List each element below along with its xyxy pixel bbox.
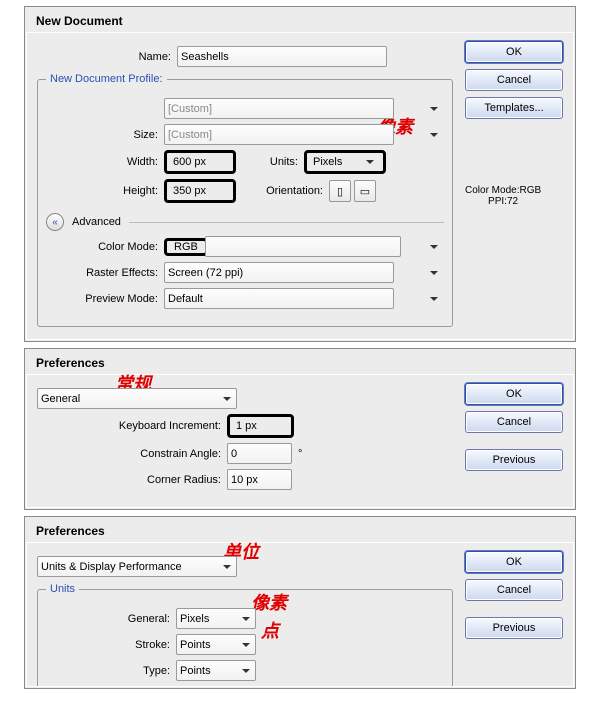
units-label: Units: (254, 156, 304, 168)
advanced-toggle-icon[interactable]: « (46, 213, 64, 231)
dialog-title: New Document (26, 8, 574, 32)
raster-select[interactable]: Screen (72 ppi) (164, 262, 394, 283)
ok-button[interactable]: OK (465, 383, 563, 405)
section-select[interactable]: General (37, 388, 237, 409)
new-document-dialog: New Document 像素 Name: New Document Profi… (24, 6, 576, 342)
type-select[interactable]: Points (176, 660, 256, 681)
units-select[interactable]: Pixels (310, 153, 380, 171)
orientation-landscape-icon[interactable]: ▭ (354, 180, 376, 202)
type-label: Type: (46, 665, 176, 677)
ki-label: Keyboard Increment: (37, 420, 227, 432)
cr-label: Corner Radius: (37, 474, 227, 486)
info-text: Color Mode:RGB PPI:72 (465, 185, 541, 207)
stroke-label: Stroke: (46, 639, 176, 651)
profile-legend: New Document Profile: (46, 73, 167, 85)
size-label: Size: (46, 129, 164, 141)
units-fieldset: Units General: Pixels Stroke: Points Typ… (37, 583, 453, 686)
previous-button[interactable]: Previous (465, 617, 563, 639)
colormode-label: Color Mode: (46, 241, 164, 253)
height-input[interactable] (170, 182, 230, 200)
width-input[interactable] (170, 153, 230, 171)
preview-label: Preview Mode: (46, 293, 164, 305)
units-legend: Units (46, 583, 79, 595)
cancel-button[interactable]: Cancel (465, 411, 563, 433)
ki-input[interactable] (233, 417, 288, 435)
new-document-profile-fieldset: New Document Profile: [Custom] Size: (37, 73, 453, 327)
orientation-portrait-icon[interactable]: ▯ (329, 180, 351, 202)
colormode-select[interactable] (205, 236, 401, 257)
cancel-button[interactable]: Cancel (465, 69, 563, 91)
raster-label: Raster Effects: (46, 267, 164, 279)
height-label: Height: (46, 185, 164, 197)
section-select[interactable]: Units & Display Performance (37, 556, 237, 577)
cr-input[interactable] (227, 469, 292, 490)
ca-input[interactable] (227, 443, 292, 464)
name-label: Name: (37, 51, 177, 63)
previous-button[interactable]: Previous (465, 449, 563, 471)
divider (129, 222, 444, 223)
stroke-select[interactable]: Points (176, 634, 256, 655)
width-label: Width: (46, 156, 164, 168)
ca-label: Constrain Angle: (37, 448, 227, 460)
preview-select[interactable]: Default (164, 288, 394, 309)
dialog-title: Preferences (26, 350, 574, 374)
ok-button[interactable]: OK (465, 551, 563, 573)
preferences-units-dialog: 单位 像素 点 Preferences Units & Display Perf… (24, 516, 576, 689)
colormode-value-hl: RGB (170, 241, 202, 253)
general-label: General: (46, 613, 176, 625)
dialog-title: Preferences (26, 518, 574, 542)
size-select[interactable]: [Custom] (164, 124, 394, 145)
templates-button[interactable]: Templates... (465, 97, 563, 119)
general-select[interactable]: Pixels (176, 608, 256, 629)
cancel-button[interactable]: Cancel (465, 579, 563, 601)
profile-select[interactable]: [Custom] (164, 98, 394, 119)
advanced-label: Advanced (72, 216, 121, 228)
orientation-label: Orientation: (254, 185, 329, 197)
preferences-general-dialog: 常规 Preferences General Keyboard Incremen… (24, 348, 576, 510)
ok-button[interactable]: OK (465, 41, 563, 63)
name-input[interactable] (177, 46, 387, 67)
